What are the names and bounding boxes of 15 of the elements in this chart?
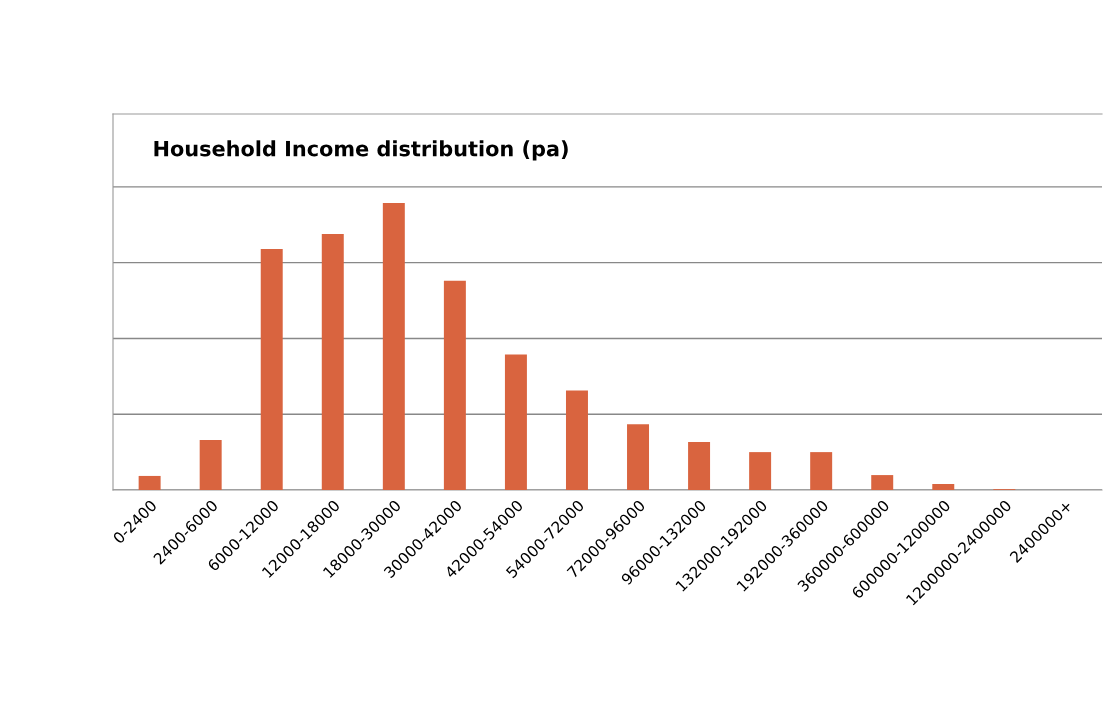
bar	[749, 452, 772, 490]
chart-title: Household Income distribution (pa)	[154, 140, 568, 161]
bar	[138, 475, 161, 490]
bar	[871, 475, 894, 490]
bar	[688, 442, 711, 490]
bar	[504, 354, 527, 490]
bar	[627, 424, 650, 490]
bar	[382, 202, 405, 490]
bar	[810, 452, 833, 490]
bar	[260, 248, 283, 490]
bar	[443, 280, 466, 490]
bar	[321, 233, 344, 490]
bar	[932, 483, 955, 490]
bar	[199, 440, 222, 490]
bar	[565, 390, 588, 490]
